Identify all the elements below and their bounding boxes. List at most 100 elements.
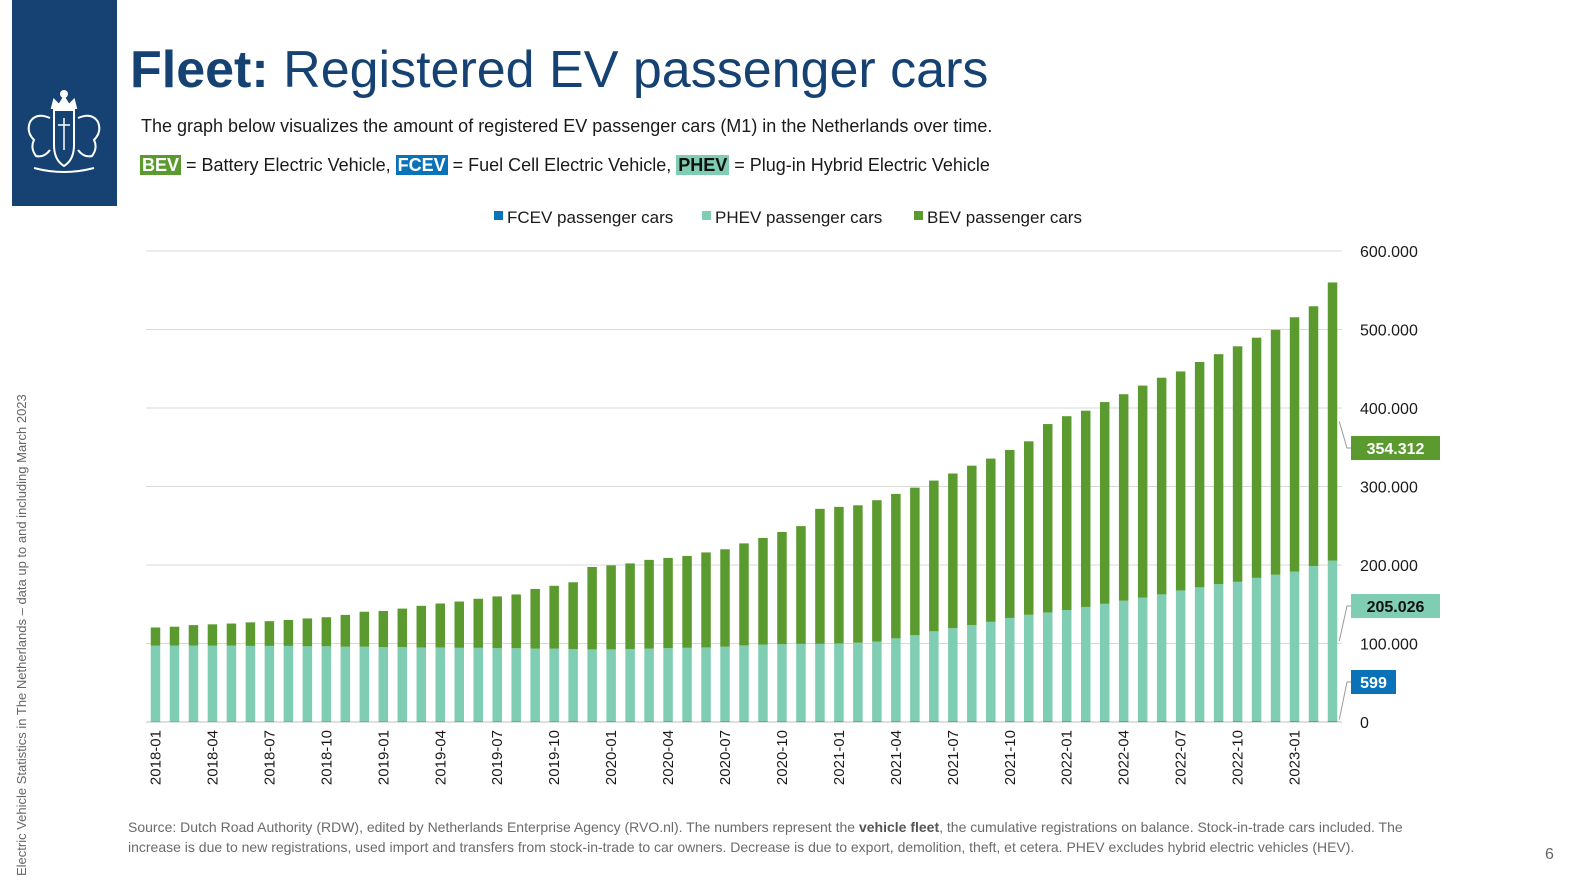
bev-bar — [796, 526, 806, 644]
bev-bar — [568, 582, 578, 649]
bev-bar — [283, 620, 294, 646]
phev-bar — [1232, 581, 1243, 722]
bev-bar — [1327, 282, 1338, 561]
phev-bar — [929, 631, 939, 722]
bev-bar — [1251, 337, 1262, 578]
x-tick-label: 2022-10 — [1230, 730, 1247, 785]
x-tick-label: 2019-07 — [489, 730, 506, 785]
phev-bar — [321, 646, 332, 722]
bev-bar — [720, 549, 730, 647]
bev-bar — [245, 622, 256, 646]
phev-bar — [264, 645, 275, 722]
x-tick-label: 2020-01 — [603, 730, 620, 785]
x-tick-label: 2020-04 — [660, 730, 677, 785]
phev-bar — [1327, 560, 1338, 722]
y-tick-label: 100.000 — [1360, 637, 1418, 654]
fcev-tag: FCEV — [395, 155, 448, 175]
x-tick-label: 2021-04 — [888, 730, 905, 785]
x-tick-label: 2020-07 — [717, 730, 734, 785]
bev-bar — [1080, 410, 1091, 607]
bev-bar — [701, 552, 711, 648]
page-number: 6 — [1545, 846, 1554, 863]
phev-bar — [606, 649, 616, 722]
bev-bar — [264, 621, 275, 646]
x-tick-label: 2018-07 — [261, 730, 278, 785]
phev-bar — [1156, 594, 1167, 722]
x-tick-label: 2018-10 — [318, 730, 335, 785]
intro-text: The graph below visualizes the amount of… — [141, 116, 993, 136]
phev-bar — [1137, 597, 1148, 722]
phev-bar — [378, 647, 389, 722]
phev-bar — [872, 641, 882, 722]
phev-bar — [663, 648, 673, 722]
x-tick-label: 2018-01 — [147, 730, 164, 785]
phev-tag: PHEV — [676, 155, 730, 175]
bev-bar — [663, 557, 673, 649]
bev-bar — [150, 627, 161, 646]
bev-bar — [853, 505, 863, 643]
x-tick-label: 2021-07 — [945, 730, 962, 785]
phev-bar — [1213, 584, 1224, 722]
bev-bar — [1005, 449, 1015, 618]
legend-swatch — [494, 211, 503, 220]
y-tick-label: 300.000 — [1360, 480, 1418, 497]
phev-bar — [1308, 566, 1319, 722]
bev-bar — [967, 465, 977, 626]
phev-bar — [796, 643, 806, 722]
bev-bar — [986, 458, 996, 622]
fcev-callout-leader — [1338, 681, 1351, 720]
source-note: Source: Dutch Road Authority (RDW), edit… — [128, 819, 1403, 855]
bev-bar — [587, 566, 597, 650]
phev-bar — [283, 645, 294, 722]
phev-bar — [986, 621, 996, 722]
bev-bar — [834, 506, 844, 644]
bev-bar — [1118, 394, 1129, 601]
bev-bar — [302, 618, 313, 647]
phev-bar — [967, 625, 977, 722]
bev-callout-box — [1351, 436, 1440, 460]
brand-logo-panel — [12, 0, 117, 206]
bev-bar — [739, 543, 749, 646]
x-tick-label: 2022-07 — [1173, 730, 1190, 785]
bev-bar — [1043, 424, 1053, 613]
legend-label: PHEV passenger cars — [715, 208, 882, 227]
phev-bar — [587, 649, 597, 722]
bev-bar — [454, 601, 464, 648]
y-tick-label: 400.000 — [1360, 401, 1418, 418]
y-tick-label: 200.000 — [1360, 558, 1418, 575]
bev-bar — [682, 555, 692, 648]
phev-bar — [359, 646, 370, 722]
y-tick-label: 500.000 — [1360, 323, 1418, 340]
x-tick-label: 2019-04 — [432, 730, 449, 785]
bev-bar — [1289, 317, 1300, 572]
x-tick-label: 2018-04 — [204, 730, 221, 785]
phev-bar — [207, 645, 218, 722]
x-tick-label: 2022-01 — [1059, 730, 1076, 785]
x-tick-label: 2019-01 — [375, 730, 392, 785]
bev-bar — [1099, 402, 1110, 604]
bev-bar — [625, 563, 635, 649]
bev-bar — [1024, 441, 1034, 615]
phev-bar — [1194, 587, 1205, 722]
bev-bar — [207, 624, 218, 646]
legend-swatch — [914, 211, 923, 220]
bev-bar — [549, 585, 559, 649]
phev-callout-box — [1351, 594, 1440, 618]
phev-bar — [1099, 603, 1110, 722]
bev-bar — [416, 605, 427, 648]
phev-bar — [910, 635, 920, 722]
phev-bar — [454, 647, 464, 722]
bev-bar — [929, 480, 939, 632]
phev-bar — [1118, 600, 1129, 722]
phev-bar — [150, 645, 161, 722]
fcev-callout-box — [1351, 670, 1396, 694]
phev-bar — [340, 646, 351, 722]
bev-bar — [530, 588, 540, 649]
phev-bar — [1061, 610, 1072, 722]
y-tick-label: 0 — [1360, 715, 1369, 732]
bev-bar — [777, 532, 787, 645]
phev-definition: = Plug-in Hybrid Electric Vehicle — [729, 155, 990, 175]
phev-bar — [1251, 577, 1262, 722]
bev-bar — [758, 537, 768, 645]
phev-bar — [644, 648, 654, 722]
